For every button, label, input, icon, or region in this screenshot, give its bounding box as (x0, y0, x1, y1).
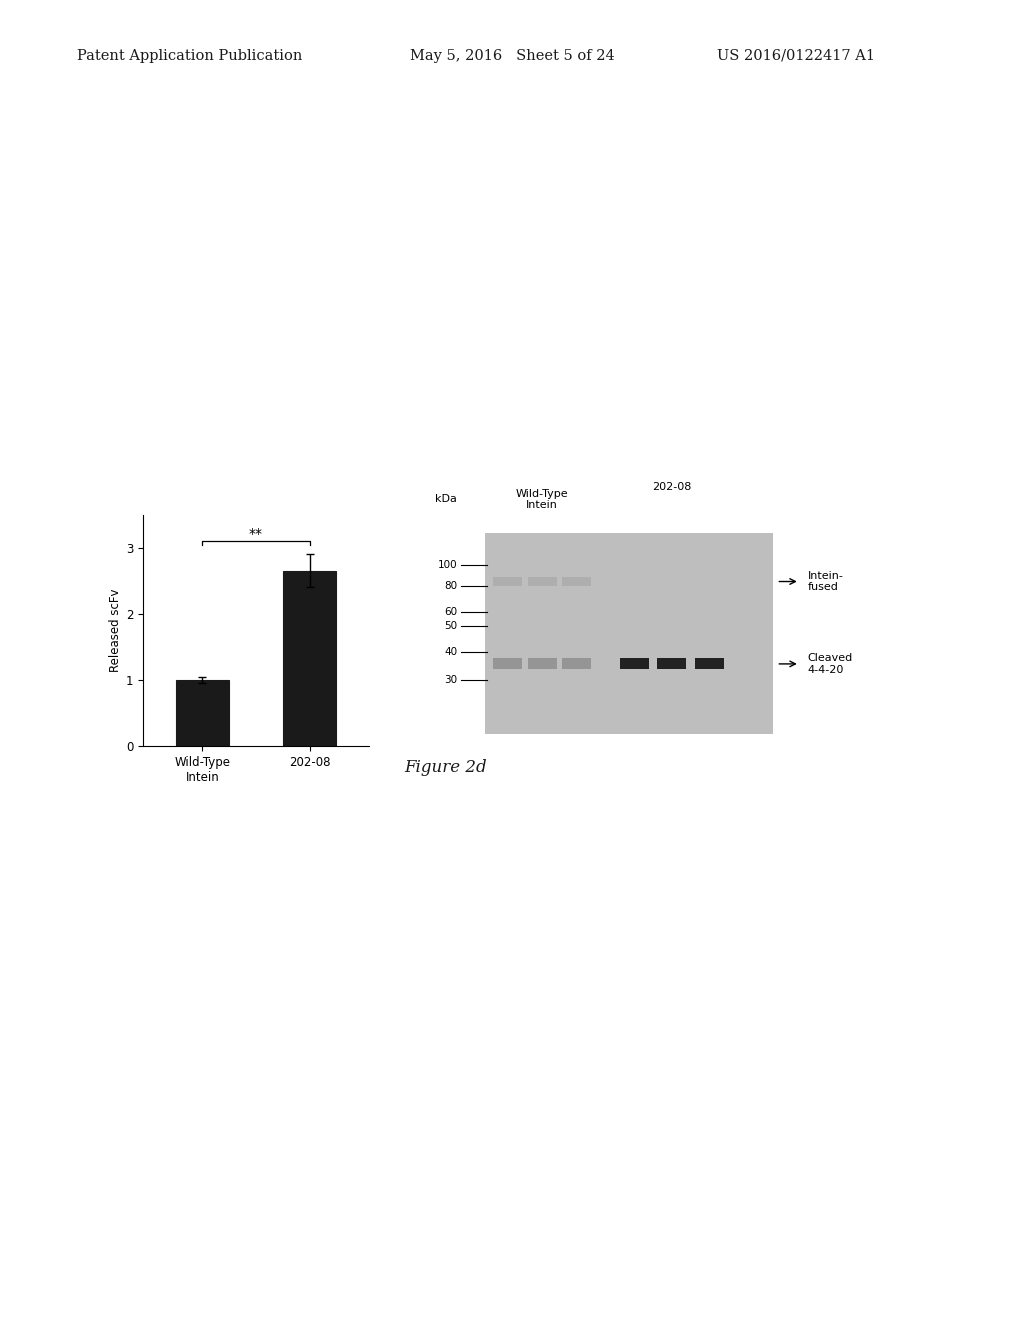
Text: Cleaved
4-4-20: Cleaved 4-4-20 (808, 653, 853, 675)
Bar (494, 577, 522, 586)
Text: 60: 60 (444, 607, 458, 616)
Text: 30: 30 (444, 675, 458, 685)
Text: 40: 40 (444, 647, 458, 657)
Bar (562, 577, 591, 586)
Text: US 2016/0122417 A1: US 2016/0122417 A1 (717, 49, 874, 63)
Bar (527, 659, 557, 669)
Text: **: ** (249, 527, 263, 541)
Bar (484, 533, 772, 734)
Text: Patent Application Publication: Patent Application Publication (77, 49, 302, 63)
Text: kDa: kDa (435, 494, 458, 504)
Bar (494, 659, 522, 669)
Text: Intein-
fused: Intein- fused (808, 570, 844, 593)
Text: 50: 50 (444, 620, 458, 631)
Bar (527, 577, 557, 586)
Text: 202-08: 202-08 (652, 482, 691, 492)
Y-axis label: Released scFv: Released scFv (109, 589, 122, 672)
Text: Figure 2d: Figure 2d (404, 759, 486, 776)
Bar (620, 659, 648, 669)
Bar (175, 680, 229, 746)
Text: 100: 100 (437, 561, 458, 570)
Bar (694, 659, 724, 669)
Text: 80: 80 (444, 581, 458, 590)
Text: Wild-Type
Intein: Wild-Type Intein (516, 488, 568, 511)
Bar (562, 659, 591, 669)
Bar (657, 659, 686, 669)
Bar (283, 572, 337, 746)
Text: May 5, 2016   Sheet 5 of 24: May 5, 2016 Sheet 5 of 24 (410, 49, 614, 63)
